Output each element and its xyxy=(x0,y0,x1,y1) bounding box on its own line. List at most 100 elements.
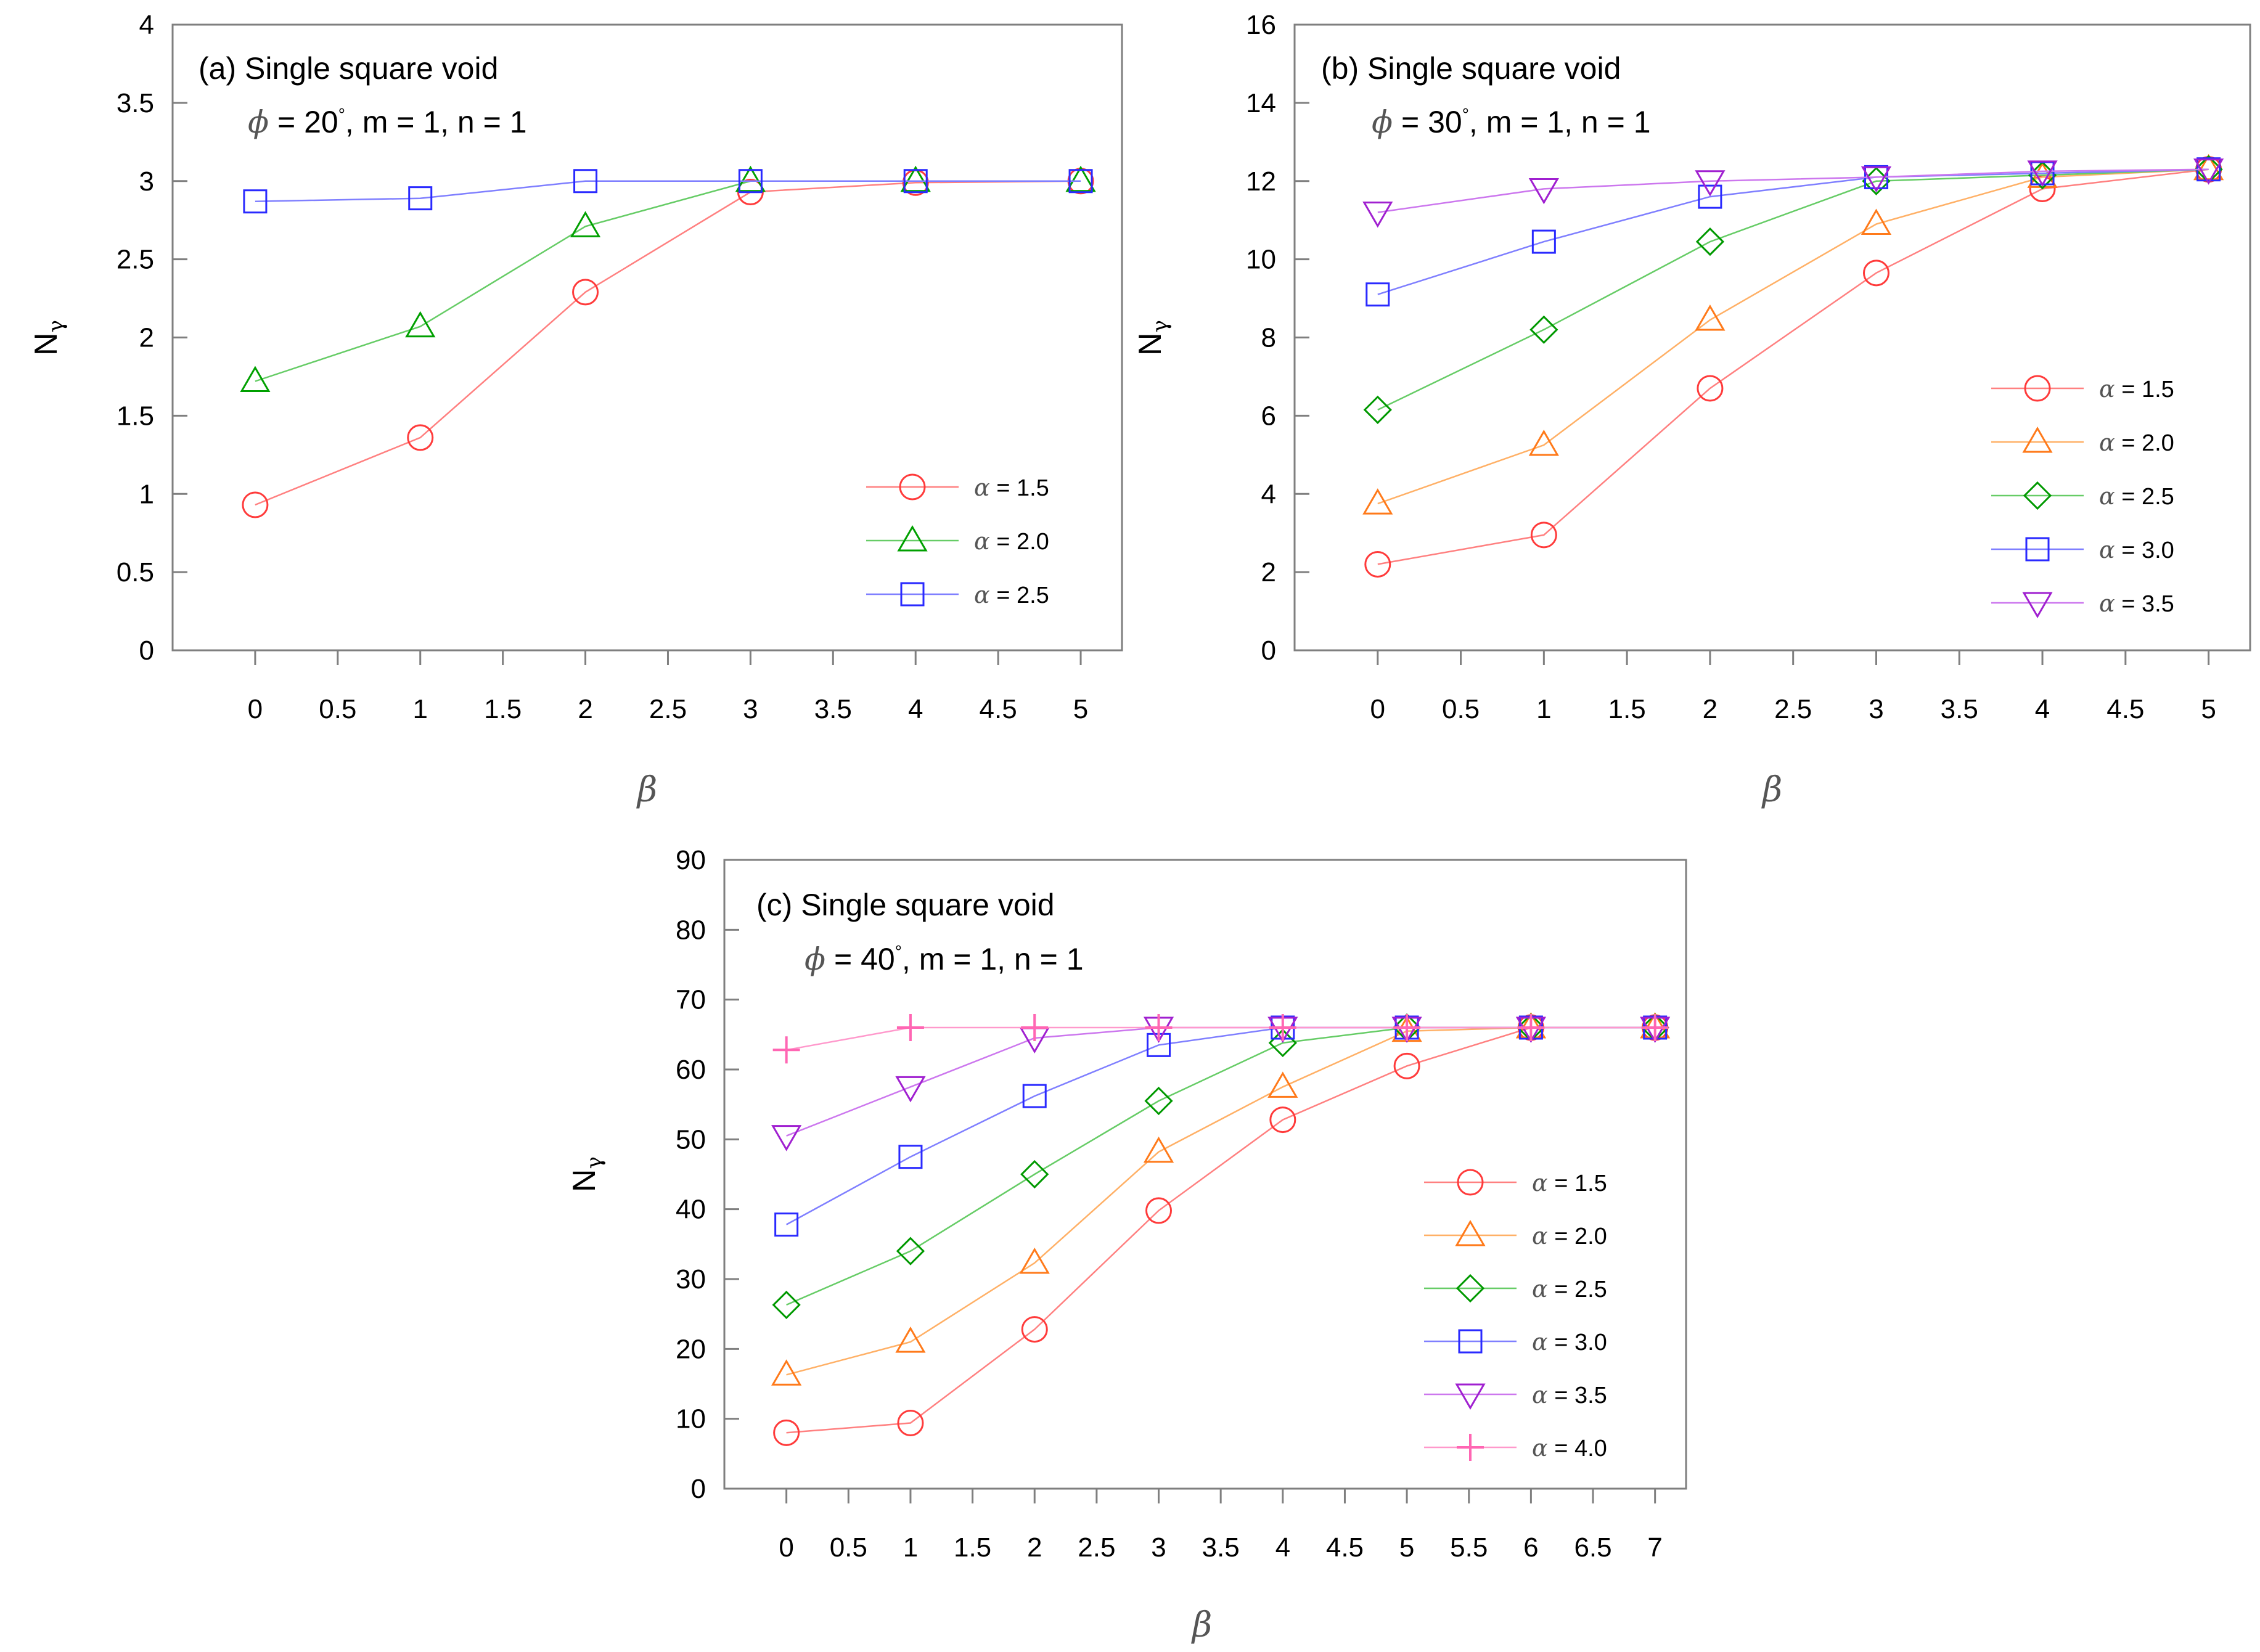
y-tick-label: 14 xyxy=(1246,88,1276,118)
legend-value: = 1.5 xyxy=(2115,377,2174,403)
legend-entry: α = 2.5 xyxy=(1991,481,2174,510)
degree-symbol: ° xyxy=(895,942,902,961)
series-1 xyxy=(1364,156,2222,578)
series-6 xyxy=(772,1014,1669,1064)
x-tick-label: 4.5 xyxy=(980,694,1017,724)
series-3 xyxy=(243,169,1093,214)
data-point xyxy=(737,179,764,206)
data-point xyxy=(1021,1014,1049,1041)
series-line xyxy=(255,180,1081,506)
series-layer xyxy=(240,165,1096,518)
data-point xyxy=(1862,260,1889,287)
y-tick-label: 90 xyxy=(676,845,706,875)
y-axis-title: Nγ xyxy=(28,320,68,356)
x-tick-label: 5 xyxy=(2201,694,2216,724)
y-tick-label: 0 xyxy=(691,1474,706,1504)
data-point xyxy=(898,1145,923,1169)
data-point xyxy=(1695,170,1726,197)
legend-alpha: α xyxy=(2099,429,2115,456)
data-point xyxy=(1528,178,1559,205)
legend-marker xyxy=(2022,592,2053,618)
y-tick-label: 20 xyxy=(676,1334,706,1364)
series-line xyxy=(255,180,1081,382)
x-tick-label: 5 xyxy=(1073,694,1088,724)
legend-label: α = 2.0 xyxy=(2099,429,2174,456)
y-tick-label: 50 xyxy=(676,1124,706,1155)
legend-entry: α = 3.5 xyxy=(1424,1381,1607,1410)
x-tick-label: 3.5 xyxy=(814,694,852,724)
legend-label: α = 2.5 xyxy=(1532,1275,1607,1302)
data-point xyxy=(1145,1197,1173,1224)
data-point xyxy=(900,165,931,192)
data-point xyxy=(1697,375,1724,402)
x-tick-label: 4 xyxy=(908,694,923,724)
y-axis-title-main: N xyxy=(1132,332,1168,356)
data-point xyxy=(1362,202,1393,228)
legend-label: α = 3.0 xyxy=(1532,1328,1607,1356)
panel-title: (a) Single square void xyxy=(199,51,498,86)
legend-alpha: α xyxy=(1532,1434,1548,1462)
y-axis-title-main: N xyxy=(567,1169,602,1192)
legend-marker xyxy=(1455,1274,1485,1303)
legend-value: = 2.0 xyxy=(990,529,1049,555)
data-point xyxy=(1517,1014,1545,1041)
data-point xyxy=(735,165,766,192)
data-point xyxy=(2193,153,2224,181)
panel-subtitle: ϕ = 20°, m = 1, n = 1 xyxy=(248,104,527,140)
legend-label: α = 3.5 xyxy=(1532,1381,1607,1409)
legend-label: α = 2.5 xyxy=(2099,483,2174,510)
data-point xyxy=(771,1359,802,1386)
data-point xyxy=(1698,184,1722,209)
legend: α = 1.5α = 2.0α = 2.5 xyxy=(866,473,1049,608)
x-tick-label: 1 xyxy=(412,694,427,724)
data-point xyxy=(1861,208,1892,235)
y-tick-label: 8 xyxy=(1261,323,1276,353)
x-tick-label: 0 xyxy=(248,694,263,724)
y-tick-label: 0 xyxy=(139,636,154,666)
phi-symbol: ϕ xyxy=(1372,104,1393,140)
legend-alpha: α xyxy=(1532,1381,1548,1409)
series-line xyxy=(1377,168,2209,505)
x-tick-label: 4.5 xyxy=(1326,1532,1364,1563)
x-tick-label: 5 xyxy=(1399,1532,1414,1563)
subtitle-tail: , m = 1, n = 1 xyxy=(902,942,1084,976)
degree-symbol: ° xyxy=(338,105,345,124)
series-line xyxy=(786,1026,1655,1434)
data-point xyxy=(1020,1159,1049,1189)
legend-value: = 3.0 xyxy=(1548,1330,1607,1356)
x-tick-label: 4 xyxy=(2035,694,2050,724)
legend-label: α = 2.0 xyxy=(974,528,1049,555)
data-point xyxy=(1641,1014,1669,1041)
data-point xyxy=(1695,304,1726,331)
data-point xyxy=(1143,1136,1174,1163)
legend-entry: α = 3.0 xyxy=(1424,1328,1607,1356)
data-point xyxy=(243,189,268,214)
data-point xyxy=(1529,315,1558,344)
axes: 0 2 4 6 8 10 12 14 16 0 0.5 1 1.5 2 2.5 3 3.5 4 4.5 5 xyxy=(1246,10,2216,724)
axes: 0 0.5 1 1.5 2 2.5 3 3.5 4 0 0.5 1 1.5 2 2.5 3 3.5 4 4.5 5 xyxy=(117,10,1088,724)
series-4 xyxy=(1365,157,2221,307)
x-axis-title: β xyxy=(636,770,657,810)
y-tick-label: 2.5 xyxy=(117,245,154,275)
data-point xyxy=(903,169,928,194)
y-tick-label: 3 xyxy=(139,166,154,197)
series-1 xyxy=(242,168,1094,518)
data-point xyxy=(572,279,599,306)
data-point xyxy=(1393,1052,1420,1079)
series-line xyxy=(786,1026,1655,1051)
data-point xyxy=(772,1290,801,1320)
series-layer xyxy=(771,1012,1671,1446)
x-tick-label: 6.5 xyxy=(1574,1532,1611,1563)
x-tick-label: 3 xyxy=(1869,694,1883,724)
legend-alpha: α xyxy=(1532,1275,1548,1302)
panel-a: 0 0.5 1 1.5 2 2.5 3 3.5 4 0 0.5 1 1.5 2 2.5 3 3.5 4 4.5 5 N… xyxy=(28,10,1123,810)
data-point xyxy=(1269,1106,1296,1134)
data-point xyxy=(773,1419,800,1446)
legend-alpha: α xyxy=(1532,1222,1548,1249)
legend-value: = 2.5 xyxy=(1548,1277,1607,1302)
data-point xyxy=(895,1076,926,1103)
data-point xyxy=(771,1125,802,1151)
series-line xyxy=(786,1026,1655,1376)
legend-value: = 2.0 xyxy=(1548,1224,1607,1249)
